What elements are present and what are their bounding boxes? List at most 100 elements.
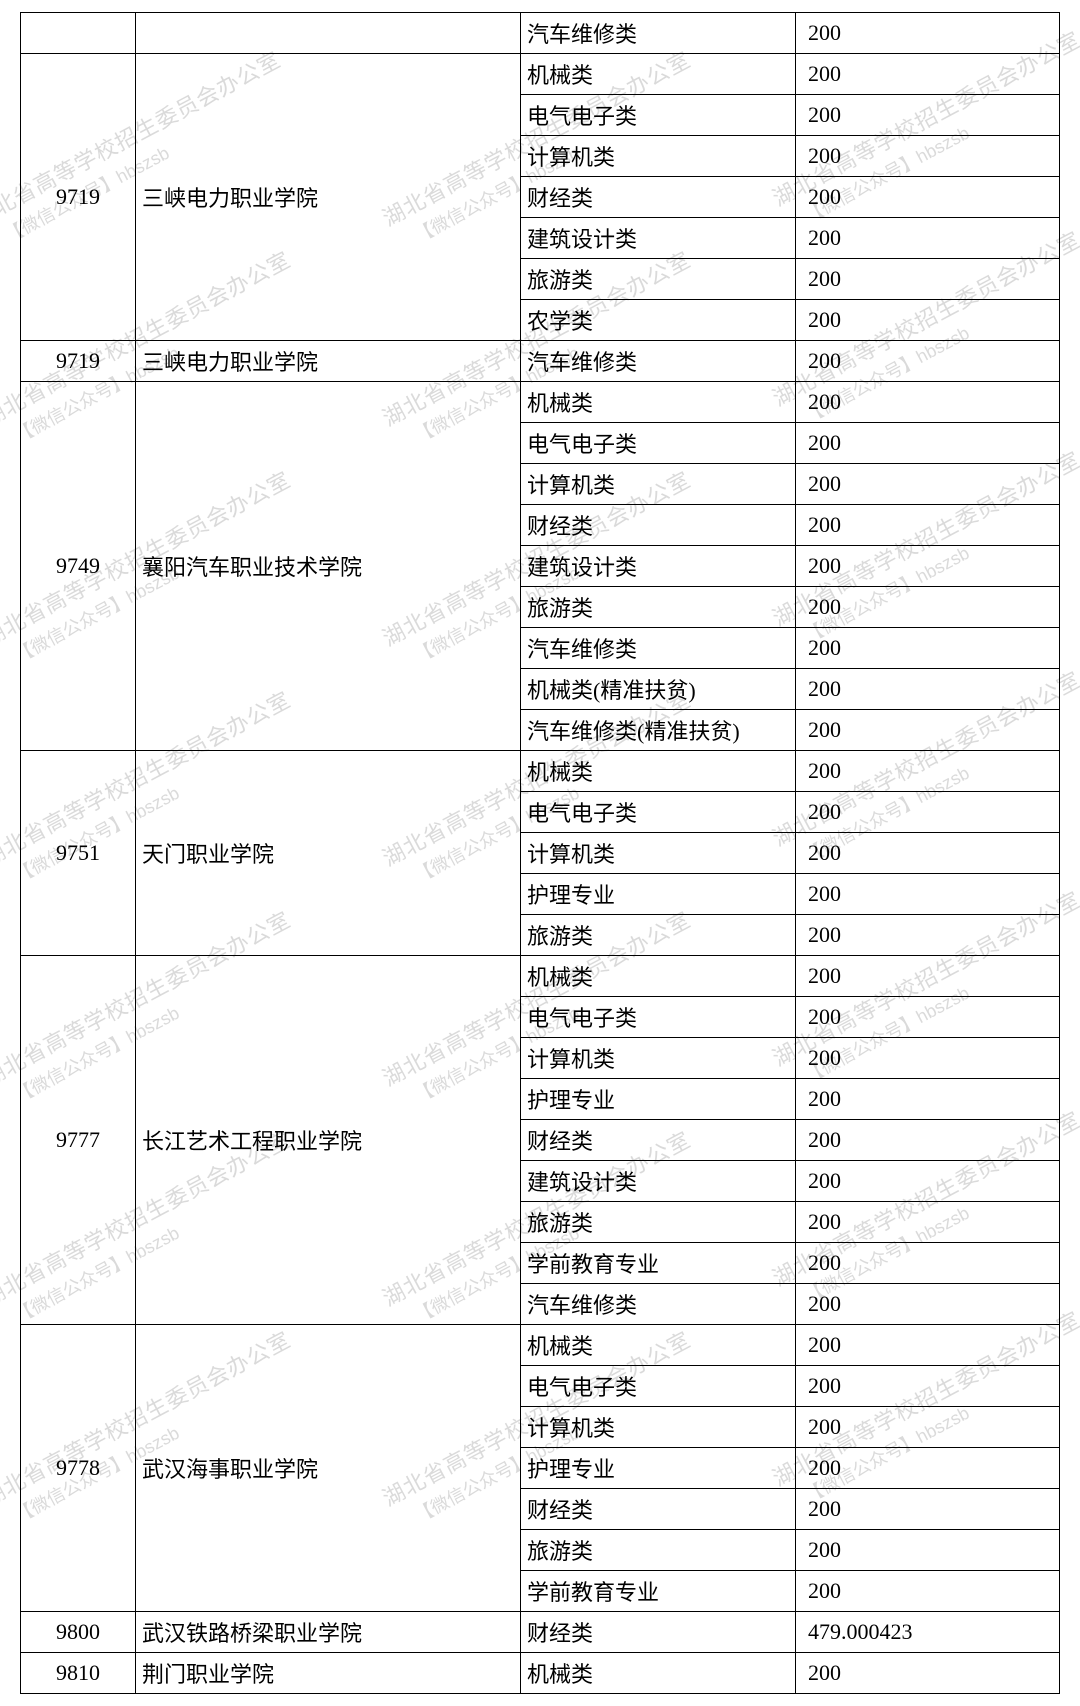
score-cell: 200: [796, 1079, 1060, 1120]
category-cell: 机械类: [521, 382, 796, 423]
score-cell: 200: [796, 1243, 1060, 1284]
table-row: 9719三峡电力职业学院机械类200: [21, 54, 1060, 95]
school-name: 长江艺术工程职业学院: [136, 956, 521, 1325]
school-name: 襄阳汽车职业技术学院: [136, 382, 521, 751]
school-code: 9719: [21, 341, 136, 382]
table-row: 9810荆门职业学院机械类200: [21, 1653, 1060, 1694]
category-cell: 汽车维修类: [521, 1284, 796, 1325]
score-cell: 200: [796, 300, 1060, 341]
score-cell: 200: [796, 874, 1060, 915]
score-cell: 200: [796, 464, 1060, 505]
category-cell: 旅游类: [521, 915, 796, 956]
school-name: 三峡电力职业学院: [136, 341, 521, 382]
category-cell: 机械类: [521, 956, 796, 997]
category-cell: 农学类: [521, 300, 796, 341]
score-cell: 200: [796, 587, 1060, 628]
score-cell: 200: [796, 505, 1060, 546]
category-cell: 计算机类: [521, 833, 796, 874]
category-cell: 电气电子类: [521, 1366, 796, 1407]
school-code: 9719: [21, 54, 136, 341]
score-cell: 200: [796, 792, 1060, 833]
score-cell: 200: [796, 1161, 1060, 1202]
score-cell: 200: [796, 218, 1060, 259]
school-code: 9778: [21, 1325, 136, 1612]
category-cell: 汽车维修类(精准扶贫): [521, 710, 796, 751]
score-cell: 200: [796, 136, 1060, 177]
category-cell: 计算机类: [521, 464, 796, 505]
table-row: 汽车维修类200: [21, 13, 1060, 54]
school-name: 武汉铁路桥梁职业学院: [136, 1612, 521, 1653]
score-cell: 200: [796, 1530, 1060, 1571]
score-cell: 200: [796, 1571, 1060, 1612]
school-name: 天门职业学院: [136, 751, 521, 956]
category-cell: 建筑设计类: [521, 218, 796, 259]
table-row: 9719三峡电力职业学院汽车维修类200: [21, 341, 1060, 382]
score-cell: 200: [796, 1489, 1060, 1530]
category-cell: 学前教育专业: [521, 1243, 796, 1284]
score-cell: 200: [796, 997, 1060, 1038]
score-cell: 200: [796, 833, 1060, 874]
category-cell: 机械类: [521, 751, 796, 792]
category-cell: 财经类: [521, 505, 796, 546]
table-row: 9749襄阳汽车职业技术学院机械类200: [21, 382, 1060, 423]
category-cell: 旅游类: [521, 259, 796, 300]
table-row: 9800武汉铁路桥梁职业学院财经类479.000423: [21, 1612, 1060, 1653]
school-name: [136, 13, 521, 54]
category-cell: 汽车维修类: [521, 13, 796, 54]
category-cell: 机械类(精准扶贫): [521, 669, 796, 710]
score-cell: 200: [796, 95, 1060, 136]
category-cell: 旅游类: [521, 587, 796, 628]
score-cell: 200: [796, 341, 1060, 382]
score-cell: 200: [796, 1407, 1060, 1448]
score-cell: 200: [796, 1448, 1060, 1489]
category-cell: 机械类: [521, 1653, 796, 1694]
school-name: 荆门职业学院: [136, 1653, 521, 1694]
score-cell: 479.000423: [796, 1612, 1060, 1653]
school-code: [21, 13, 136, 54]
score-cell: 200: [796, 177, 1060, 218]
table-row: 9777长江艺术工程职业学院机械类200: [21, 956, 1060, 997]
category-cell: 电气电子类: [521, 792, 796, 833]
admission-table: 汽车维修类2009719三峡电力职业学院机械类200电气电子类200计算机类20…: [20, 12, 1060, 1694]
table-row: 9778武汉海事职业学院机械类200: [21, 1325, 1060, 1366]
score-cell: 200: [796, 1284, 1060, 1325]
category-cell: 建筑设计类: [521, 546, 796, 587]
school-code: 9749: [21, 382, 136, 751]
category-cell: 汽车维修类: [521, 628, 796, 669]
category-cell: 机械类: [521, 1325, 796, 1366]
score-cell: 200: [796, 13, 1060, 54]
category-cell: 旅游类: [521, 1530, 796, 1571]
category-cell: 旅游类: [521, 1202, 796, 1243]
score-cell: 200: [796, 669, 1060, 710]
score-cell: 200: [796, 382, 1060, 423]
score-cell: 200: [796, 1202, 1060, 1243]
table-body: 汽车维修类2009719三峡电力职业学院机械类200电气电子类200计算机类20…: [21, 13, 1060, 1694]
table-row: 9751天门职业学院机械类200: [21, 751, 1060, 792]
score-cell: 200: [796, 1038, 1060, 1079]
category-cell: 护理专业: [521, 1448, 796, 1489]
category-cell: 计算机类: [521, 1407, 796, 1448]
school-name: 武汉海事职业学院: [136, 1325, 521, 1612]
score-cell: 200: [796, 628, 1060, 669]
score-cell: 200: [796, 751, 1060, 792]
score-cell: 200: [796, 546, 1060, 587]
category-cell: 财经类: [521, 1612, 796, 1653]
category-cell: 电气电子类: [521, 95, 796, 136]
category-cell: 电气电子类: [521, 997, 796, 1038]
category-cell: 建筑设计类: [521, 1161, 796, 1202]
category-cell: 机械类: [521, 54, 796, 95]
score-cell: 200: [796, 1325, 1060, 1366]
score-cell: 200: [796, 915, 1060, 956]
category-cell: 财经类: [521, 1120, 796, 1161]
category-cell: 电气电子类: [521, 423, 796, 464]
category-cell: 计算机类: [521, 1038, 796, 1079]
school-code: 9751: [21, 751, 136, 956]
category-cell: 计算机类: [521, 136, 796, 177]
score-cell: 200: [796, 259, 1060, 300]
category-cell: 财经类: [521, 1489, 796, 1530]
score-cell: 200: [796, 1366, 1060, 1407]
category-cell: 汽车维修类: [521, 341, 796, 382]
category-cell: 财经类: [521, 177, 796, 218]
score-cell: 200: [796, 423, 1060, 464]
score-cell: 200: [796, 710, 1060, 751]
